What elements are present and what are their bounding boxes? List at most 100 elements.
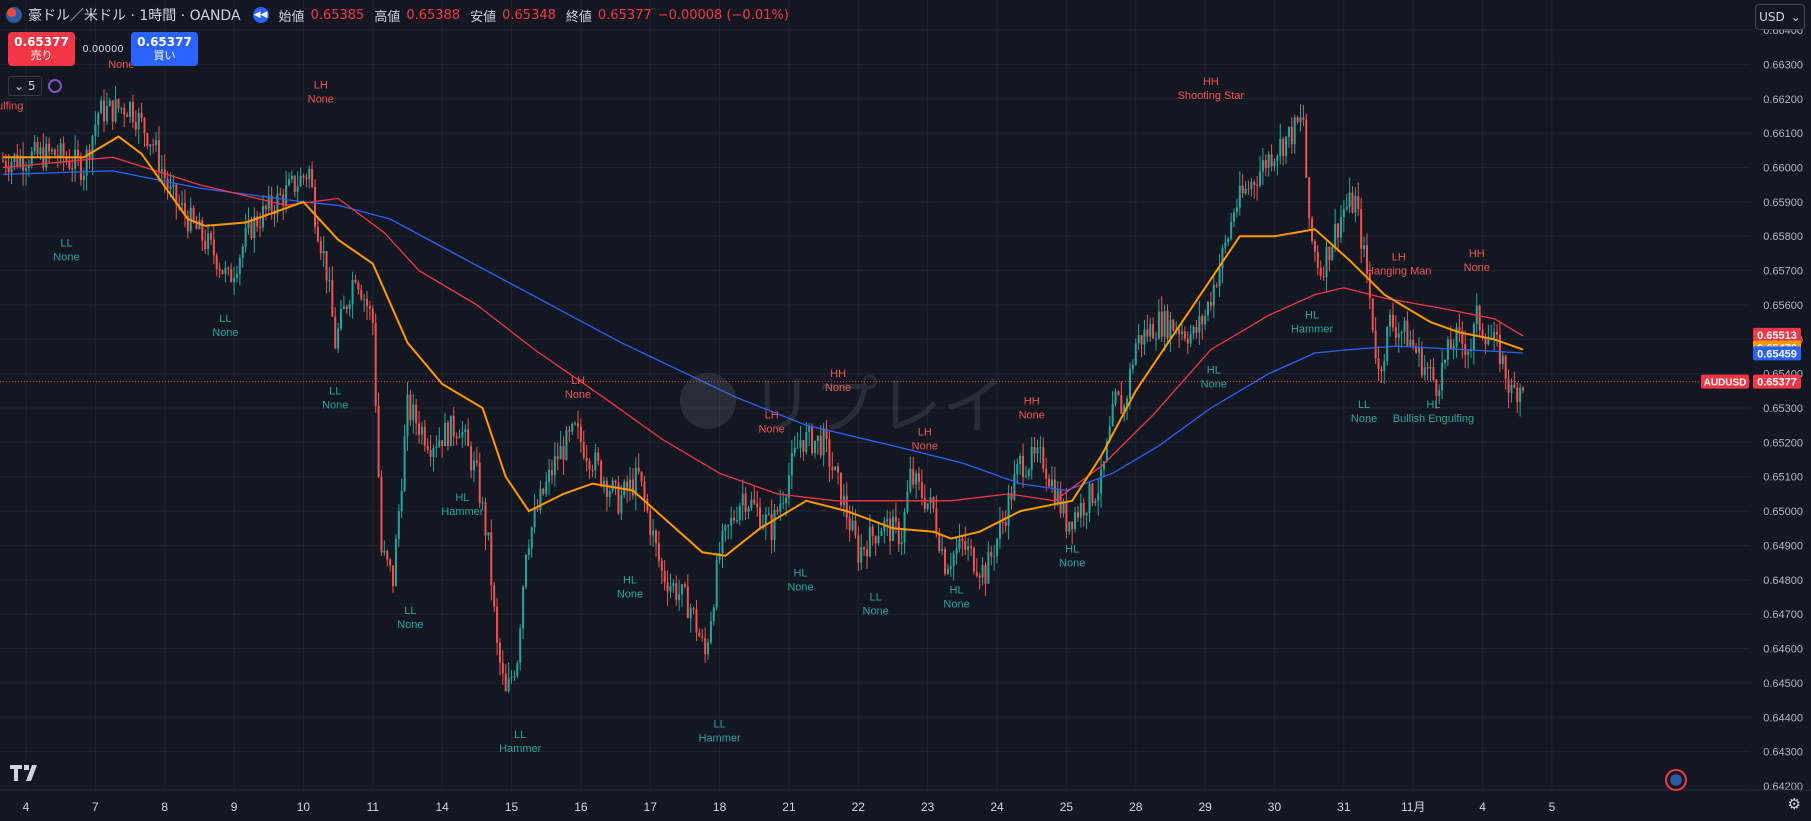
- candle-body: [666, 582, 669, 592]
- candle-body: [328, 280, 331, 282]
- price-tick-label: 0.64800: [1763, 575, 1803, 587]
- candle-body: [455, 436, 458, 439]
- price-tick-label: 0.64300: [1763, 747, 1803, 759]
- candle-body: [1360, 209, 1363, 250]
- candle-body: [998, 521, 1001, 540]
- candle-body: [1071, 521, 1074, 530]
- replay-rewind-icon[interactable]: ◀◀: [252, 7, 269, 23]
- symbol-title[interactable]: 豪ドル／米ドル · 1時間 · OANDA: [28, 8, 241, 24]
- pattern-label: LL: [514, 729, 526, 741]
- candle-body: [970, 546, 973, 549]
- candle-body: [1050, 479, 1053, 487]
- grid: [0, 0, 1750, 790]
- candle-body: [1160, 311, 1163, 337]
- settings-gear-icon[interactable]: ⚙: [1787, 795, 1801, 813]
- candle-body: [160, 169, 163, 172]
- candle-body: [1351, 192, 1354, 213]
- candle-body: [129, 102, 132, 117]
- candle-body: [733, 517, 736, 521]
- candle-body: [605, 480, 608, 497]
- pattern-label: Hammer: [1291, 324, 1334, 336]
- indicator-collapse-button[interactable]: ⌄ 5: [8, 76, 42, 96]
- ema-slow-line: [2, 170, 1524, 492]
- low-label: 安値: [470, 9, 497, 25]
- candle-body: [799, 440, 802, 448]
- candle-body: [695, 609, 698, 633]
- candle-body: [1039, 447, 1042, 449]
- pattern-label: None: [758, 423, 784, 435]
- price-tick-label: 0.65300: [1763, 403, 1803, 415]
- candle-body: [1204, 315, 1207, 325]
- candle-body: [91, 136, 94, 160]
- candle-body: [672, 583, 675, 587]
- candle-body: [77, 149, 80, 158]
- price-tag: [1753, 327, 1801, 342]
- candle-body: [94, 124, 97, 137]
- candle-body: [813, 440, 816, 454]
- candle-body: [1108, 426, 1111, 442]
- candle-body: [39, 147, 42, 155]
- candle-body: [475, 460, 478, 464]
- candle-body: [68, 160, 71, 169]
- candle-body: [1157, 311, 1160, 339]
- candle-body: [1328, 246, 1331, 261]
- pattern-label: None: [1464, 262, 1490, 274]
- candle-body: [1192, 326, 1195, 335]
- candle-body: [1452, 345, 1455, 349]
- buy-price: 0.65377: [137, 35, 192, 49]
- candle-body: [1143, 329, 1146, 345]
- spread-value: 0.00000: [82, 43, 124, 55]
- candle-body: [276, 193, 279, 215]
- pattern-label: LL: [219, 313, 231, 325]
- candle-body: [837, 466, 840, 473]
- price-tick-label: 0.64900: [1763, 540, 1803, 552]
- price-tick-label: 0.66200: [1763, 94, 1803, 106]
- candle-body: [1163, 310, 1166, 337]
- candle-body: [201, 220, 204, 241]
- candle-body: [802, 440, 805, 452]
- candle-body: [1519, 387, 1522, 402]
- price-tick-label: 0.65100: [1763, 472, 1803, 484]
- tradingview-logo-icon[interactable]: [10, 763, 44, 781]
- candle-body: [585, 457, 588, 462]
- replay-marker-icon[interactable]: [1665, 769, 1687, 791]
- candle-body: [1137, 335, 1140, 344]
- candle-body: [1441, 362, 1444, 391]
- candle-body: [7, 167, 10, 173]
- candle-body: [568, 429, 571, 432]
- buy-button[interactable]: 0.65377 買い: [131, 32, 198, 66]
- candle-body: [984, 564, 987, 584]
- indicator-toggle[interactable]: ⌄ 5: [8, 76, 62, 96]
- high-value: 0.65388: [406, 7, 461, 23]
- currency-dropdown[interactable]: USD ⌄: [1755, 4, 1805, 30]
- time-tick-label: 16: [574, 800, 588, 814]
- candle-body: [183, 203, 186, 216]
- candle-body: [1455, 327, 1458, 346]
- candle-body: [712, 607, 715, 622]
- candle-body: [958, 538, 961, 549]
- candle-body: [1, 160, 4, 162]
- candle-body: [27, 165, 30, 169]
- candle-body: [944, 549, 947, 575]
- loading-icon: [47, 79, 62, 93]
- candle-body: [305, 177, 308, 180]
- candle-body: [1221, 247, 1224, 269]
- candle-body: [790, 453, 793, 476]
- candle-body: [744, 493, 747, 512]
- candle-body: [452, 415, 455, 437]
- candle-body: [1036, 448, 1039, 454]
- candle-body: [386, 551, 389, 560]
- candle-body: [212, 239, 215, 256]
- candle-body: [1007, 493, 1010, 526]
- sell-button[interactable]: 0.65377 売り: [8, 32, 75, 66]
- candle-body: [1389, 314, 1392, 327]
- pattern-label: None: [617, 588, 643, 600]
- candle-body: [909, 468, 912, 492]
- price-tag: [1753, 346, 1801, 361]
- pattern-label: HH: [1024, 396, 1040, 408]
- candle-body: [1056, 490, 1059, 505]
- pattern-label: LL: [1358, 399, 1370, 411]
- candle-body: [1325, 246, 1328, 278]
